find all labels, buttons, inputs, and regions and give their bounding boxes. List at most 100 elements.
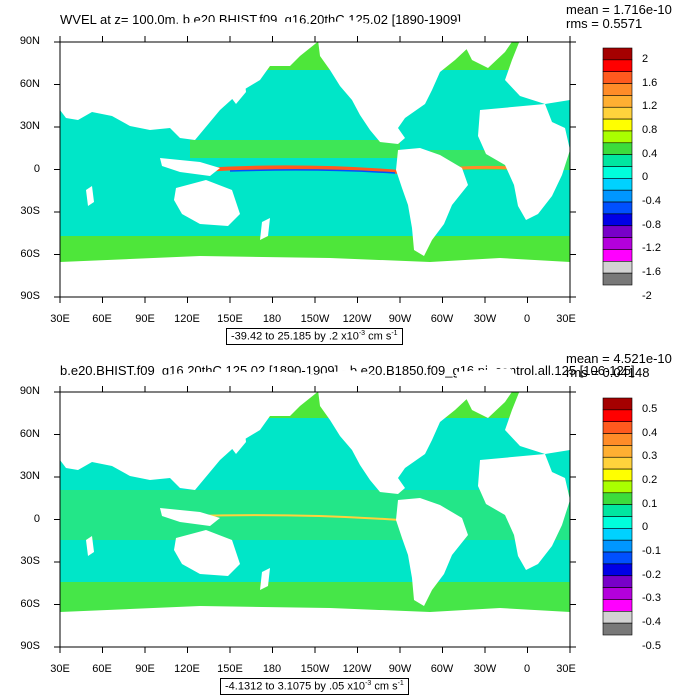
range-text: -4.1312 to 3.1075 by .05 x10 — [225, 680, 366, 693]
lat-label: 60S — [20, 598, 40, 610]
colorbar-swatch — [602, 551, 633, 565]
colorbar-swatch — [602, 468, 633, 482]
colorbar-swatch — [602, 528, 633, 541]
colorbar-swatch — [602, 622, 633, 636]
colorbar-swatch — [602, 249, 633, 262]
lon-label: 60W — [430, 663, 454, 675]
range-unit-exp: -1 — [397, 680, 404, 687]
range-exp: -3 — [365, 680, 372, 687]
colorbar-swatch — [602, 599, 633, 612]
lat-label: 30N — [19, 120, 40, 132]
lat-label: 60S — [20, 248, 40, 260]
lon-label: 90E — [135, 313, 155, 325]
lon-label: 60E — [92, 313, 112, 325]
colorbar-label: -0.4 — [642, 195, 661, 208]
colorbar-label: 1.2 — [642, 100, 658, 113]
colorbar-label: -0.2 — [642, 568, 661, 581]
colorbar-swatch — [602, 237, 633, 250]
lon-label: 60E — [92, 663, 112, 675]
colorbar-swatch — [602, 260, 633, 274]
lon-label: 60W — [430, 313, 454, 325]
panel2-map — [59, 368, 571, 648]
colorbar-label: 0.4 — [642, 426, 658, 439]
colorbar-label: 0.2 — [642, 473, 658, 486]
colorbar-label: -0.1 — [642, 545, 661, 558]
colorbar-swatch — [602, 59, 633, 72]
colorbar-swatch — [602, 213, 633, 227]
panel1-range-box: -39.42 to 25.185 by .2 x10-3 cm s-1 — [226, 328, 403, 345]
colorbar-swatch — [602, 397, 633, 411]
colorbar-label: 0.1 — [642, 497, 658, 510]
lat-label: 0 — [33, 163, 40, 175]
colorbar-label: 0.4 — [642, 147, 658, 160]
colorbar-swatch — [602, 106, 633, 120]
colorbar-swatch — [602, 178, 633, 191]
lat-label: 90S — [20, 290, 40, 302]
lon-label: 90W — [388, 313, 412, 325]
lon-label: 30E — [556, 313, 576, 325]
colorbar-swatch — [602, 445, 633, 458]
colorbar-swatch — [602, 95, 633, 108]
lon-label: 30E — [556, 663, 576, 675]
colorbar-swatch — [602, 610, 633, 624]
lon-label: 90W — [388, 663, 412, 675]
lon-label: 150W — [300, 663, 330, 675]
panel1-rms: rms = 0.5571 — [566, 16, 643, 31]
colorbar-swatch — [602, 539, 633, 553]
lon-label: 30E — [50, 313, 70, 325]
lat-label: 30S — [20, 205, 40, 217]
lon-label: 180 — [262, 313, 282, 325]
lat-label: 90N — [19, 385, 40, 397]
colorbar-swatch — [602, 480, 633, 494]
colorbar-label: 0.5 — [642, 402, 658, 415]
colorbar-swatch — [602, 575, 633, 588]
lon-label: 0 — [523, 313, 531, 325]
lat-label: 0 — [33, 513, 40, 525]
lat-label: 60N — [19, 428, 40, 440]
panel1-equator-streak — [200, 165, 400, 174]
colorbar-label: -1.6 — [642, 266, 661, 279]
colorbar-label: -0.3 — [642, 592, 661, 605]
colorbar-swatch — [602, 492, 633, 505]
lon-label: 150E — [217, 663, 243, 675]
lon-label: 120W — [342, 313, 372, 325]
colorbar-swatch — [602, 504, 633, 517]
colorbar-swatch — [602, 118, 633, 132]
panel1-equator-blue — [229, 169, 396, 174]
colorbar-swatch — [602, 272, 633, 286]
panel2-rms: rms = 0.04148 — [566, 365, 650, 380]
colorbar-swatch — [602, 409, 633, 423]
lon-label: 120W — [342, 663, 372, 675]
colorbar-swatch — [602, 201, 633, 215]
lon-label: 0 — [523, 663, 531, 675]
colorbar-swatch — [602, 433, 633, 446]
colorbar-label: 0.8 — [642, 123, 658, 136]
range-unit-exp: -1 — [391, 330, 398, 337]
colorbar-label: -2 — [642, 289, 652, 302]
lat-label: 30S — [20, 555, 40, 567]
colorbar-label: -0.4 — [642, 616, 661, 629]
colorbar-swatch — [602, 83, 633, 96]
range-exp: -3 — [358, 330, 366, 337]
lon-label: 30W — [473, 313, 497, 325]
panel2-mean: mean = 4.521e-10 — [566, 351, 672, 366]
colorbar-swatch — [602, 456, 633, 470]
lon-label: 150W — [300, 313, 330, 325]
lat-label: 90N — [19, 35, 40, 47]
lon-label: 150E — [217, 313, 243, 325]
lon-label: 180 — [262, 663, 282, 675]
colorbar-swatch — [602, 516, 633, 529]
colorbar-swatch — [602, 130, 633, 144]
colorbar-swatch — [602, 71, 633, 84]
lon-label: 120E — [174, 313, 200, 325]
panel1-southern-band — [60, 236, 570, 262]
panel2-range-box: -4.1312 to 3.1075 by .05 x10-3 cm s-1 — [220, 678, 409, 695]
colorbar-swatch — [602, 421, 633, 434]
lat-label: 30N — [19, 470, 40, 482]
colorbar-label: 1.6 — [642, 76, 658, 89]
axis-ticks — [54, 36, 576, 653]
panel1-map — [59, 18, 571, 298]
colorbar-swatch — [602, 154, 633, 167]
range-unit: cm s — [371, 680, 398, 693]
colorbar-swatch — [602, 225, 633, 238]
